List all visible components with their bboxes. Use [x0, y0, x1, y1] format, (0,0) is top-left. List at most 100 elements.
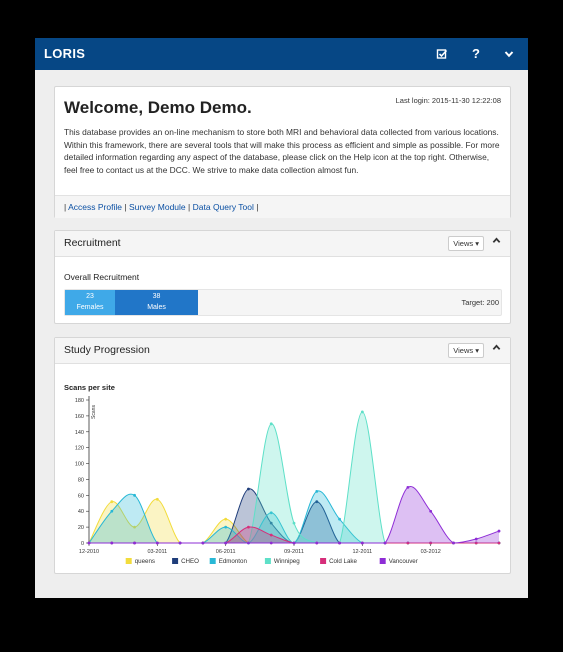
study-header: Study Progression Views ▾: [55, 338, 510, 364]
x-tick-label: 09-2011: [284, 549, 304, 555]
data-point: [155, 541, 159, 545]
brand-logo[interactable]: LORIS: [44, 46, 86, 61]
y-axis-label: Scans: [91, 405, 97, 419]
y-tick-label: 140: [75, 430, 84, 436]
data-point: [360, 410, 364, 414]
y-tick-label: 120: [75, 446, 84, 452]
data-point: [133, 493, 136, 497]
top-navbar: LORIS ?: [35, 38, 528, 70]
data-point: [383, 541, 387, 545]
data-point: [133, 525, 136, 529]
recruitment-panel: Recruitment Views ▾ Overall Recruitment …: [54, 230, 511, 324]
caret-down-icon: ▾: [475, 346, 479, 355]
data-point: [360, 541, 364, 545]
males-label: Males: [147, 304, 166, 311]
data-point: [497, 541, 501, 545]
legend-swatch: [172, 558, 179, 564]
y-tick-label: 160: [75, 414, 84, 420]
data-point: [269, 521, 273, 525]
data-point: [315, 500, 319, 504]
study-progression-panel: Study Progression Views ▾ Scans per site…: [54, 337, 511, 574]
edit-check-icon[interactable]: [433, 45, 451, 63]
data-point: [429, 541, 433, 545]
legend-swatch: [264, 558, 271, 564]
data-point: [474, 541, 478, 545]
x-tick-label: 03-2012: [421, 549, 441, 555]
legend-swatch: [320, 558, 327, 564]
males-bar[interactable]: 38 Males: [115, 290, 198, 315]
data-point: [474, 537, 478, 541]
data-point: [247, 541, 250, 545]
legend-label: Winnipeg: [274, 558, 300, 565]
legend-label: Edmonton: [219, 558, 248, 565]
data-point: [497, 529, 501, 533]
females-count: 23: [86, 293, 94, 300]
data-point: [247, 487, 250, 491]
last-login: Last login: 2015-11-30 12:22:08: [395, 96, 501, 105]
data-point: [201, 541, 205, 545]
y-tick-label: 80: [78, 477, 84, 483]
scans-chart: 0 20 40 60 80 100 120 140 160 180 Scans 12-2010 03-2…: [75, 396, 501, 565]
data-point: [338, 517, 341, 521]
legend-swatch: [125, 558, 132, 564]
data-point: [87, 541, 91, 545]
chevron-down-icon[interactable]: [500, 45, 518, 63]
chart-title: Scans per site: [64, 383, 115, 392]
help-icon[interactable]: ?: [472, 46, 480, 61]
study-title: Study Progression: [64, 344, 150, 356]
data-query-tool-link[interactable]: Data Query Tool: [192, 202, 254, 212]
data-point: [452, 541, 455, 545]
data-point: [269, 511, 273, 515]
data-point: [110, 541, 114, 545]
data-point: [315, 489, 319, 493]
data-point: [224, 517, 228, 521]
survey-module-link[interactable]: Survey Module: [128, 202, 186, 212]
data-point: [110, 500, 114, 504]
data-point: [110, 509, 114, 513]
data-point: [155, 497, 159, 501]
data-point: [178, 541, 182, 545]
recruitment-views-button[interactable]: Views ▾: [448, 236, 484, 251]
recruitment-progress: 23 Females 38 Males Target: 200: [64, 289, 502, 316]
caret-down-icon: ▾: [475, 239, 479, 248]
legend-label: queens: [135, 558, 155, 565]
data-point: [269, 422, 273, 426]
legend-label: Cold Lake: [329, 558, 357, 565]
app-screen: LORIS ? Welcome, Demo Demo. Last login: …: [35, 38, 528, 598]
recruitment-title: Recruitment: [64, 237, 121, 249]
series-area-vancouver: [89, 486, 499, 543]
y-tick-label: 40: [78, 509, 84, 515]
data-point: [269, 533, 273, 537]
data-point: [269, 541, 273, 545]
legend-label: CHEO: [181, 558, 199, 565]
target-label: Target: 200: [461, 298, 499, 307]
data-point: [315, 541, 319, 545]
data-point: [292, 541, 296, 545]
legend-label: Vancouver: [389, 558, 418, 565]
series-area-queens: [89, 499, 499, 543]
collapse-up-icon[interactable]: [492, 236, 501, 249]
females-label: Females: [76, 304, 104, 311]
welcome-title: Welcome, Demo Demo.: [64, 98, 252, 117]
overall-recruitment-label: Overall Recruitment: [64, 272, 140, 282]
data-point: [224, 541, 228, 545]
females-bar[interactable]: 23 Females: [65, 290, 116, 315]
data-point: [224, 525, 228, 529]
data-point: [406, 485, 410, 489]
quick-links: | Access Profile | Survey Module | Data …: [55, 195, 510, 218]
legend-swatch: [379, 558, 386, 564]
data-point: [247, 525, 250, 529]
x-tick-label: 03-2011: [147, 549, 167, 555]
data-point: [292, 521, 296, 525]
collapse-up-icon[interactable]: [492, 343, 501, 356]
recruitment-header: Recruitment Views ▾: [55, 231, 510, 257]
data-point: [133, 541, 136, 545]
y-tick-label: 100: [75, 462, 84, 468]
data-point: [406, 541, 410, 545]
x-tick-label: 06-2011: [216, 549, 236, 555]
study-views-button[interactable]: Views ▾: [448, 343, 484, 358]
y-tick-label: 60: [78, 493, 84, 499]
legend-swatch: [209, 558, 216, 564]
access-profile-link[interactable]: Access Profile: [68, 202, 122, 212]
